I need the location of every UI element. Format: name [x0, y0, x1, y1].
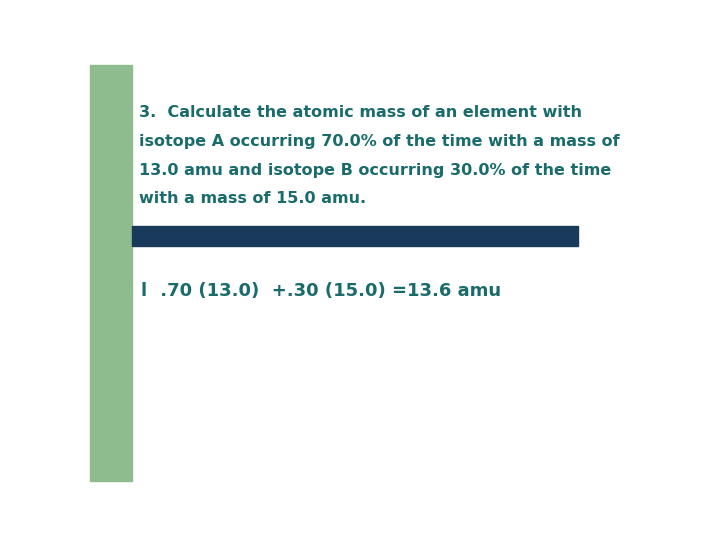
Text: .70 (13.0)  +.30 (15.0) =13.6 amu: .70 (13.0) +.30 (15.0) =13.6 amu	[154, 282, 501, 300]
Text: isotope A occurring 70.0% of the time with a mass of: isotope A occurring 70.0% of the time wi…	[138, 134, 619, 149]
Text: 3.  Calculate the atomic mass of an element with: 3. Calculate the atomic mass of an eleme…	[138, 105, 582, 120]
Bar	[90, 65, 132, 481]
Text: l: l	[140, 282, 146, 300]
Text: 13.0 amu and isotope B occurring 30.0% of the time: 13.0 amu and isotope B occurring 30.0% o…	[138, 163, 611, 178]
Bar	[132, 226, 578, 246]
Text: with a mass of 15.0 amu.: with a mass of 15.0 amu.	[138, 191, 366, 206]
